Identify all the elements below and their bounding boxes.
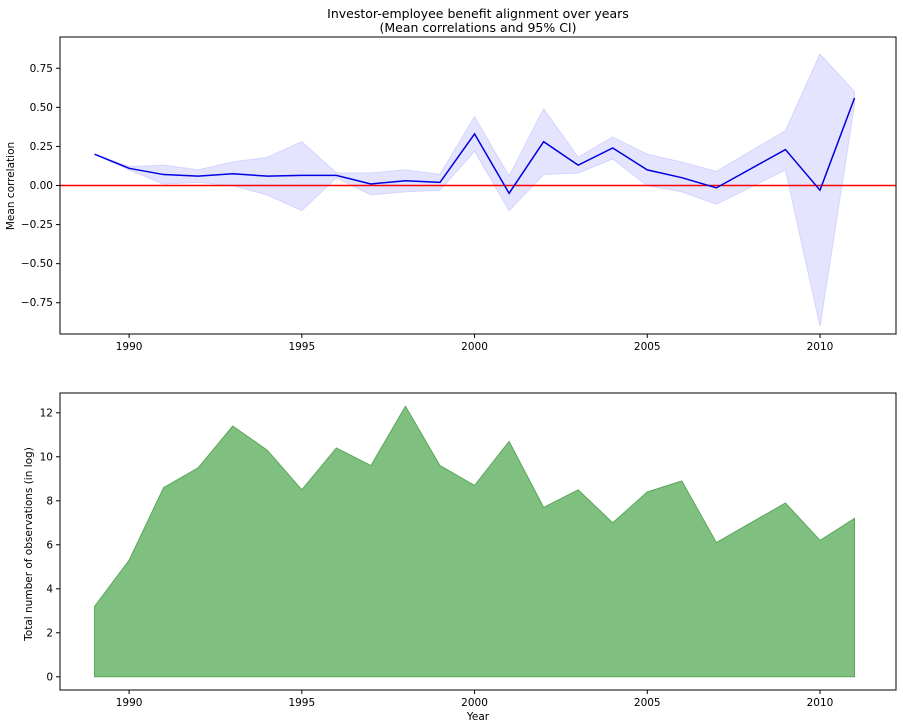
top-chart-title: Investor-employee benefit alignment over… [327,6,629,21]
bottom-y-tick-label: 4 [46,583,53,595]
mean-correlation-line [94,97,856,195]
bottom-y-tick-label: 0 [46,671,53,683]
bottom-x-tick-label: 2010 [807,697,834,709]
top-chart-subtitle: (Mean correlations and 95% CI) [379,20,576,35]
ci-band [94,53,856,327]
top-x-tick-label: 1990 [116,341,143,353]
bottom-plot-layer: 1990 1995 2000 2005 2010 0 2 4 6 8 10 12 [40,405,856,709]
bottom-x-tick-label: 1990 [116,697,143,709]
bottom-y-tick-label: 6 [46,539,53,551]
top-x-tick-label: 2005 [634,341,661,353]
bottom-panel: Total number of observations (in log) Ye… [23,392,897,723]
bottom-x-axis-label: Year [466,711,490,723]
bottom-x-tick-label: 2000 [461,697,488,709]
top-y-tick-label: 0.75 [30,63,53,75]
top-y-tick-label: −0.75 [21,297,53,309]
bottom-y-tick-label: 10 [40,451,53,463]
bottom-y-axis-label: Total number of observations (in log) [23,447,35,642]
top-plot-frame [59,36,897,335]
top-y-tick-label: 0.50 [30,102,53,114]
top-y-axis-label: Mean correlation [5,142,17,230]
top-plot-layer: 1990 1995 2000 2005 2010 −0.75 −0.50 −0.25 0.00 0… [21,53,896,353]
observations-area [94,405,856,678]
top-x-tick-label: 2010 [807,341,834,353]
top-x-tick-label: 2000 [461,341,488,353]
bottom-x-tick-label: 1995 [288,697,315,709]
top-x-tick-label: 1995 [288,341,315,353]
bottom-y-tick-label: 12 [40,407,53,419]
bottom-y-tick-label: 8 [46,495,53,507]
bottom-x-tick-label: 2005 [634,697,661,709]
top-y-tick-label: −0.25 [21,219,53,231]
top-y-tick-label: −0.50 [21,258,53,270]
top-panel: Investor-employee benefit alignment over… [5,6,897,353]
top-y-tick-label: 0.25 [30,141,53,153]
bottom-plot-frame [59,392,897,691]
bottom-y-tick-label: 2 [46,627,53,639]
top-y-tick-label: 0.00 [30,180,53,192]
